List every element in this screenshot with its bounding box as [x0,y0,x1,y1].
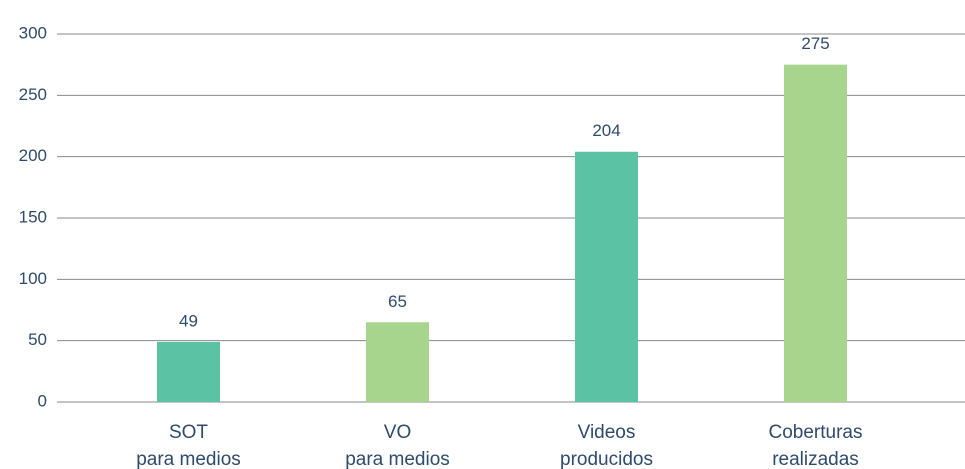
x-tick-label: para medios [136,449,241,469]
y-tick-label: 100 [19,269,47,288]
y-tick-label: 300 [19,23,47,42]
x-tick-label: SOT [169,422,208,443]
x-tick-label: producidos [560,449,653,469]
x-tick-label: Coberturas [769,422,863,443]
y-tick-label: 200 [19,146,47,165]
x-tick-label: para medios [345,449,450,469]
bar [157,341,220,402]
bar [366,322,429,402]
bar [784,64,847,403]
y-tick-label: 0 [38,391,47,410]
y-tick-label: 250 [19,85,47,104]
bar [575,151,638,402]
data-label: 204 [592,121,620,140]
y-tick-label: 150 [19,207,47,226]
x-tick-label: Videos [578,422,636,443]
data-label: 65 [388,292,407,311]
data-label: 49 [179,311,198,330]
x-tick-label: VO [384,422,411,443]
x-tick-label: realizadas [772,449,859,469]
data-label: 275 [801,34,829,53]
y-tick-label: 50 [28,330,47,349]
